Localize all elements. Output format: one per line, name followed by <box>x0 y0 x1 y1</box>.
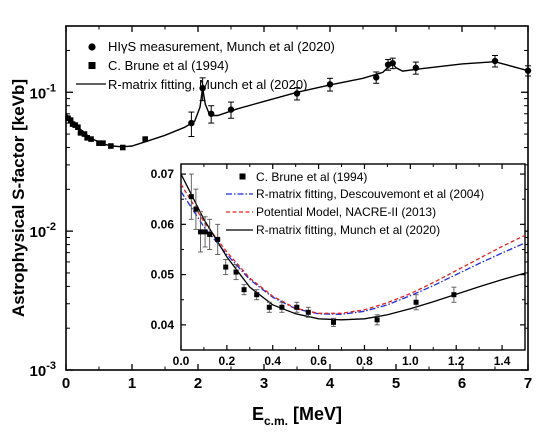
main-point-circle <box>389 59 396 67</box>
main-point-circle <box>412 64 419 72</box>
inset-y-tick-label: 0.04 <box>151 318 175 332</box>
main-point-square <box>77 130 84 136</box>
main-point-circle <box>188 119 195 127</box>
inset-point-square <box>215 236 221 242</box>
x-tick-label: 5 <box>392 375 400 392</box>
inset-point-square <box>188 194 194 200</box>
x-axis-title-sub: c.m. <box>264 414 288 428</box>
inset-x-tick-label: 1.2 <box>448 354 465 368</box>
main-point-circle <box>491 57 499 65</box>
inset-point-square <box>331 319 337 325</box>
inset-legend-label-brune: C. Brune et al (1994) <box>256 170 367 184</box>
inset-legend-label-rmatrix-munch: R-matrix fitting, Munch et al (2020) <box>256 223 440 237</box>
legend-item-brune: C. Brune et al (1994) <box>88 58 229 73</box>
main-point-square <box>88 136 94 142</box>
inset-curve-series-1 <box>181 191 525 315</box>
main-point-circle <box>293 90 301 97</box>
main-point-circle <box>326 81 334 88</box>
y-tick-label: 10-3 <box>30 360 56 380</box>
inset-legend-item-rmatrix-munch: R-matrix fitting, Munch et al (2020) <box>226 223 440 237</box>
legend-label-rmatrix-munch: R-matrix fitting, Munch et al (2020) <box>108 77 307 92</box>
x-tick-label: 4 <box>326 375 335 392</box>
inset-point-square <box>197 229 203 235</box>
x-axis-title: Ec.m. [MeV] <box>252 404 342 428</box>
legend-item-rmatrix-munch: R-matrix fitting, Munch et al (2020) <box>76 77 307 92</box>
inset-legend: C. Brune et al (1994) R-matrix fitting, … <box>226 170 484 237</box>
main-point-circle <box>199 84 206 92</box>
inset-axis-ticks: 0.0 0.2 0.4 0.6 0.8 1.0 1.2 1.4 0.04 0.05 0.06 0.07 <box>151 164 525 368</box>
main-point-circle <box>227 106 235 113</box>
y-tick-label: 10-1 <box>30 82 56 102</box>
main-legend: HIγS measurement, Munch et al (2020) C. … <box>76 39 335 92</box>
main-data-points <box>65 54 532 151</box>
inset-plot: 0.0 0.2 0.4 0.6 0.8 1.0 1.2 1.4 0.04 0.05 0.06 0.07… <box>151 163 526 368</box>
main-point-square <box>67 117 74 123</box>
main-point-square <box>81 131 88 137</box>
main-point-square <box>119 144 126 151</box>
main-axis-ticks: 0 1 2 3 4 5 6 7 10-3 10-2 10-1 <box>30 26 532 392</box>
inset-x-tick-label: 0.6 <box>310 354 327 368</box>
main-point-circle <box>373 74 380 81</box>
inset-point-square <box>202 229 208 235</box>
inset-legend-item-nacre: Potential Model, NACRE-II (2013) <box>226 205 436 219</box>
x-tick-label: 2 <box>194 375 202 392</box>
y-axis-title: Astrophysical S-factor [keVb] <box>9 79 28 317</box>
inset-point-square <box>305 309 311 315</box>
main-point-square <box>108 143 114 149</box>
x-tick-label: 0 <box>62 375 70 392</box>
x-axis-title-unit: [MeV] <box>293 404 342 424</box>
inset-point-square <box>413 299 419 305</box>
inset-point-square <box>233 269 239 275</box>
inset-legend-label-descouvemont: R-matrix fitting, Descouvemont et al (20… <box>256 187 484 201</box>
inset-x-tick-label: 0.0 <box>173 354 190 368</box>
inset-point-square <box>223 264 229 270</box>
inset-legend-label-nacre: Potential Model, NACRE-II (2013) <box>256 205 436 219</box>
inset-x-tick-label: 1.0 <box>402 354 419 368</box>
inset-data-points <box>188 173 457 327</box>
main-curves <box>66 60 528 148</box>
main-point-square <box>100 140 106 146</box>
main-point-square <box>84 134 90 141</box>
main-point-circle <box>524 67 532 74</box>
inset-point-square <box>451 292 457 298</box>
main-plot: 0 1 2 3 4 5 6 7 10-3 10-2 10-1 Astrophysical S-fac… <box>9 25 532 428</box>
main-point-square <box>96 140 102 146</box>
x-tick-label: 7 <box>524 375 532 392</box>
y-tick-label: 10-2 <box>30 221 56 241</box>
main-point-square <box>142 136 148 142</box>
inset-point-square <box>266 304 272 310</box>
inset-x-tick-label: 1.4 <box>494 354 511 368</box>
inset-point-square <box>241 287 247 293</box>
legend-label-higs: HIγS measurement, Munch et al (2020) <box>108 39 335 54</box>
inset-y-tick-label: 0.05 <box>151 268 175 282</box>
main-curve-series-2 <box>66 60 528 148</box>
inset-point-square <box>279 304 285 310</box>
inset-plot-frame <box>180 163 526 351</box>
legend-marker-circle <box>88 43 96 51</box>
main-point-circle <box>208 110 215 117</box>
inset-legend-item-brune: C. Brune et al (1994) <box>239 170 367 184</box>
inset-curve-series-2 <box>181 183 525 314</box>
inset-legend-marker-square <box>239 173 246 180</box>
x-axis-title-main: E <box>252 404 264 424</box>
inset-x-tick-label: 0.4 <box>264 354 281 368</box>
legend-label-brune: C. Brune et al (1994) <box>108 58 229 73</box>
inset-x-tick-label: 0.8 <box>356 354 373 368</box>
inset-point-square <box>254 292 260 298</box>
x-tick-label: 1 <box>128 375 136 392</box>
inset-point-square <box>294 304 300 310</box>
main-point-square <box>75 124 81 131</box>
x-tick-label: 3 <box>260 375 268 392</box>
inset-point-square <box>193 206 199 212</box>
inset-legend-item-descouvemont: R-matrix fitting, Descouvemont et al (20… <box>226 187 484 201</box>
x-tick-label: 6 <box>458 375 466 392</box>
legend-item-higs: HIγS measurement, Munch et al (2020) <box>88 39 335 54</box>
inset-point-square <box>374 317 380 323</box>
legend-marker-square <box>88 62 96 69</box>
inset-x-tick-label: 0.2 <box>219 354 236 368</box>
inset-y-tick-label: 0.07 <box>151 167 175 181</box>
inset-point-square <box>207 231 213 237</box>
inset-y-tick-label: 0.06 <box>151 217 175 231</box>
